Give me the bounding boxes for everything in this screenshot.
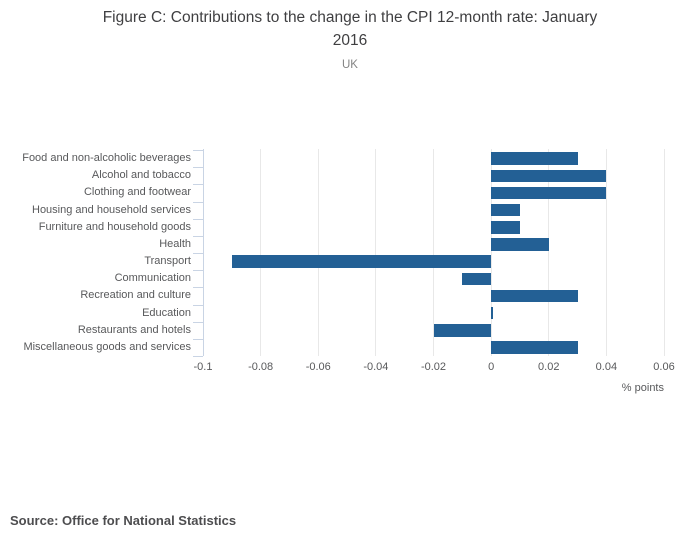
gridline xyxy=(548,149,550,357)
bar-miscellaneous-goods-and-services[interactable] xyxy=(491,341,578,354)
y-axis-tick xyxy=(193,218,203,220)
x-axis-label: % points xyxy=(621,382,664,394)
chart-title-line2: 2016 xyxy=(332,32,368,49)
category-label-communication: Communication xyxy=(114,272,191,285)
y-axis-tick xyxy=(193,270,203,272)
gridline xyxy=(260,149,262,357)
y-axis-tick xyxy=(193,321,203,323)
x-tick-label: -0.1 xyxy=(193,361,213,373)
y-axis-tick xyxy=(193,184,203,186)
category-label-food-and-non-alcoholic-beverages: Food and non-alcoholic beverages xyxy=(22,152,191,164)
category-label-miscellaneous-goods-and-services: Miscellaneous goods and services xyxy=(23,340,191,353)
bar-clothing-and-footwear[interactable] xyxy=(491,186,607,200)
bar-communication[interactable] xyxy=(462,272,492,286)
x-tick-label: 0 xyxy=(488,361,495,373)
category-label-transport: Transport xyxy=(144,255,191,268)
x-tick-label: -0.02 xyxy=(420,361,447,373)
source-attribution: Source: Office for National Statistics xyxy=(10,513,237,528)
y-axis-tick xyxy=(193,201,203,203)
category-label-alcohol-and-tobacco: Alcohol and tobacco xyxy=(91,169,191,182)
gridline xyxy=(490,149,492,357)
y-axis-tick xyxy=(193,338,203,340)
bar-education[interactable] xyxy=(491,306,494,320)
category-label-health: Health xyxy=(159,237,191,250)
category-label-furniture-and-household-goods: Furniture and household goods xyxy=(38,220,191,233)
category-label-housing-and-household-services: Housing and household services xyxy=(32,203,191,216)
gridline xyxy=(375,149,377,357)
y-axis-tick xyxy=(193,356,203,358)
gridline xyxy=(605,149,607,357)
y-axis-tick xyxy=(193,167,203,169)
y-axis-line xyxy=(203,149,204,357)
y-axis-tick xyxy=(193,287,203,289)
bar-furniture-and-household-goods[interactable] xyxy=(491,221,520,234)
y-axis-tick xyxy=(193,253,203,255)
bar-transport[interactable] xyxy=(231,255,492,268)
category-label-recreation-and-culture: Recreation and culture xyxy=(80,289,191,302)
bar-restaurants-and-hotels[interactable] xyxy=(433,324,492,337)
x-tick-label: 0.04 xyxy=(595,361,618,373)
y-axis-tick xyxy=(193,235,203,237)
y-axis-tick xyxy=(193,304,203,306)
bar-health[interactable] xyxy=(491,238,549,251)
bar-food-and-non-alcoholic-beverages[interactable] xyxy=(491,152,578,165)
gridline xyxy=(663,149,665,357)
bar-alcohol-and-tobacco[interactable] xyxy=(491,169,607,182)
category-label-education: Education xyxy=(142,306,191,319)
bar-recreation-and-culture[interactable] xyxy=(491,289,578,303)
category-label-clothing-and-footwear: Clothing and footwear xyxy=(83,186,191,199)
x-tick-label: -0.04 xyxy=(363,361,389,373)
x-tick-label: -0.06 xyxy=(305,361,331,373)
chart-title-line1: Figure C: Contributions to the change in… xyxy=(102,9,598,26)
chart-subtitle: UK xyxy=(342,59,358,71)
category-label-restaurants-and-hotels: Restaurants and hotels xyxy=(77,323,191,336)
x-tick-label: 0.06 xyxy=(653,361,675,373)
bar-chart-plot-area: -0.1 -0.08 -0.06 -0.04 -0.02 0 0.02 0.04 0.06 Foo… xyxy=(22,149,675,373)
gridline xyxy=(317,149,319,357)
x-tick-label: -0.08 xyxy=(248,361,274,373)
y-axis-tick xyxy=(193,150,203,151)
x-tick-label: 0.02 xyxy=(538,361,560,373)
bar-housing-and-household-services[interactable] xyxy=(491,203,520,217)
chart-title: Figure C: Contributions to the change in… xyxy=(50,6,650,52)
gridline xyxy=(433,149,434,357)
